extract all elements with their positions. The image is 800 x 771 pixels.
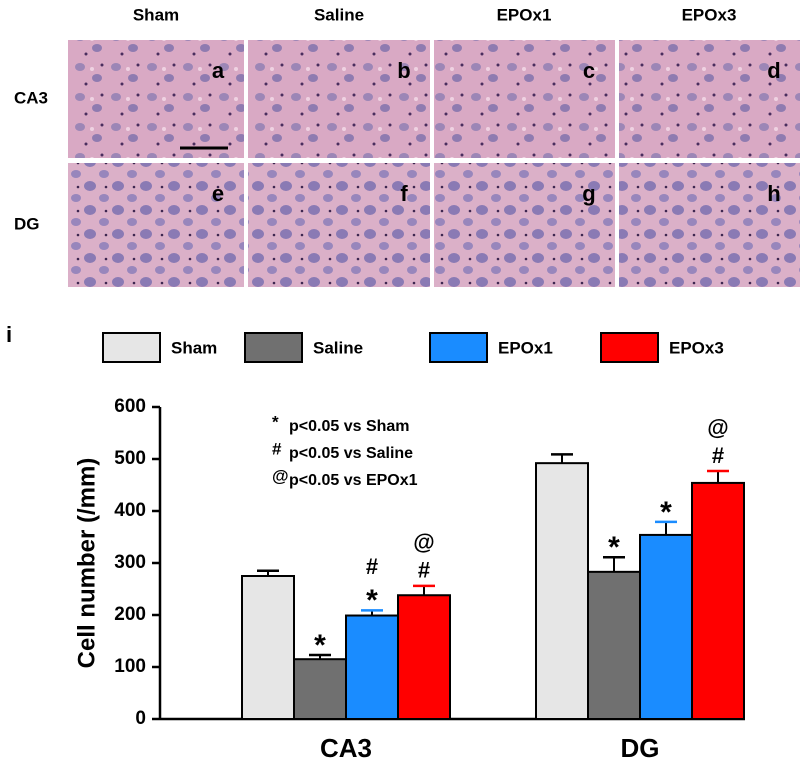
bar: [293, 658, 347, 721]
column-header: Sham: [133, 5, 179, 24]
panel-letter: e: [212, 181, 224, 206]
micrograph: [434, 40, 615, 158]
annotation-text: p<0.05 vs Saline: [289, 445, 413, 462]
y-tick-label: 100: [114, 656, 146, 677]
bar: [587, 570, 641, 721]
annotation-text: p<0.05 vs Sham: [289, 418, 410, 435]
panel-letter: b: [397, 58, 410, 83]
significance-marker: #: [418, 558, 430, 583]
panel-letter: h: [767, 181, 780, 206]
image-panels: [68, 40, 800, 287]
legend-swatch: [244, 332, 303, 363]
bar: [691, 481, 745, 721]
significance-marker: @: [707, 415, 728, 440]
annotation-symbol: #: [272, 439, 282, 458]
legend-label: EPOx3: [669, 338, 724, 357]
legend-swatch: [600, 332, 659, 363]
bar: [345, 614, 399, 721]
micrograph: [68, 163, 244, 287]
micrograph: [248, 163, 430, 287]
annotation-symbol: *: [272, 412, 279, 431]
bar: [639, 533, 693, 720]
panel-label: i: [6, 322, 12, 347]
legend-swatch: [429, 332, 488, 363]
legend-label: EPOx1: [498, 338, 553, 357]
annotation-symbol: @: [272, 466, 289, 485]
x-tick-label: DG: [621, 733, 660, 763]
significance-marker: *: [660, 496, 672, 529]
column-header: Saline: [314, 5, 364, 24]
column-header: EPOx3: [682, 5, 737, 24]
x-tick-label: CA3: [320, 733, 372, 763]
micrograph: [434, 163, 615, 287]
y-tick-label: 200: [114, 604, 146, 625]
row-label: CA3: [14, 88, 48, 107]
column-header: EPOx1: [497, 5, 552, 24]
panel-letter: c: [583, 58, 595, 83]
panel-letter: d: [767, 58, 780, 83]
micrograph: [248, 40, 430, 158]
micrograph: [619, 40, 800, 158]
micrograph: [68, 40, 244, 158]
y-tick-label: 600: [114, 396, 146, 417]
significance-marker: #: [366, 554, 378, 579]
bar: [397, 594, 451, 720]
y-tick-label: 500: [114, 448, 146, 469]
legend-label: Sham: [171, 338, 217, 357]
panel-letter: a: [212, 58, 225, 83]
legend-swatch: [102, 332, 161, 363]
bar: [535, 462, 589, 720]
significance-marker: #: [712, 443, 724, 468]
micrograph: [619, 163, 800, 287]
panel-letter: g: [582, 181, 595, 206]
bar: [241, 575, 295, 720]
row-label: DG: [14, 214, 40, 233]
y-tick-label: 300: [114, 552, 146, 573]
significance-marker: *: [314, 629, 326, 662]
significance-marker: @: [413, 530, 434, 555]
panel-letter: f: [400, 181, 408, 206]
legend-label: Saline: [313, 338, 363, 357]
y-tick-label: 0: [135, 708, 146, 729]
significance-marker: *: [608, 531, 620, 564]
y-axis-label: Cell number (/mm): [73, 458, 100, 669]
y-tick-label: 400: [114, 500, 146, 521]
annotation-text: p<0.05 vs EPOx1: [289, 472, 418, 489]
significance-marker: *: [366, 584, 378, 617]
